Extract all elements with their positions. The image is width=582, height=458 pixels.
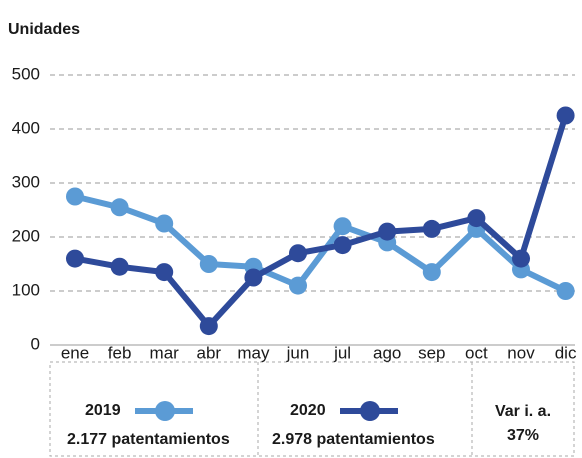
x-tick-label: abr — [197, 343, 222, 362]
legend-label: 2019 — [85, 402, 121, 419]
x-tick-label: dic — [555, 343, 577, 362]
point — [422, 219, 441, 238]
y-tick-label: 100 — [12, 280, 40, 299]
y-axis-label: Unidades — [8, 21, 80, 38]
y-tick-label: 200 — [12, 226, 40, 245]
series-line — [74, 193, 567, 294]
x-tick-label: jun — [286, 343, 310, 362]
x-tick-label: jul — [333, 343, 351, 362]
y-tick-label: 500 — [12, 64, 40, 83]
point — [66, 187, 84, 206]
point — [422, 263, 441, 282]
x-tick-label: ago — [373, 343, 401, 362]
x-tick-label: feb — [108, 343, 132, 362]
legend-swatch — [155, 401, 175, 421]
point — [289, 276, 307, 295]
point — [556, 282, 575, 300]
point — [333, 236, 352, 255]
point — [512, 249, 530, 268]
x-tick-label: oct — [465, 343, 488, 362]
point — [199, 317, 218, 336]
variation-label: Var i. a. — [495, 403, 551, 420]
point — [110, 198, 129, 217]
x-tick-label: nov — [507, 343, 535, 362]
y-tick-label: 0 — [31, 334, 40, 353]
point — [289, 244, 307, 263]
y-tick-label: 400 — [12, 118, 40, 137]
legend-note: 2.978 patentamientos — [272, 431, 435, 448]
x-tick-label: sep — [418, 343, 445, 362]
legend-swatch — [360, 401, 380, 421]
x-tick-label: ene — [61, 343, 89, 362]
x-tick-label: mar — [150, 343, 180, 362]
variation-value: 37% — [507, 427, 539, 444]
point — [244, 268, 263, 287]
point — [333, 217, 352, 236]
y-tick-label: 300 — [12, 172, 40, 191]
point — [556, 106, 575, 125]
point — [66, 249, 84, 268]
point — [110, 257, 129, 276]
point — [199, 255, 218, 273]
legend-label: 2020 — [290, 402, 326, 419]
x-tick-label: may — [237, 343, 270, 362]
point — [155, 214, 174, 233]
point — [378, 222, 397, 241]
legend-note: 2.177 patentamientos — [67, 431, 230, 448]
point — [467, 209, 486, 228]
point — [155, 263, 174, 282]
